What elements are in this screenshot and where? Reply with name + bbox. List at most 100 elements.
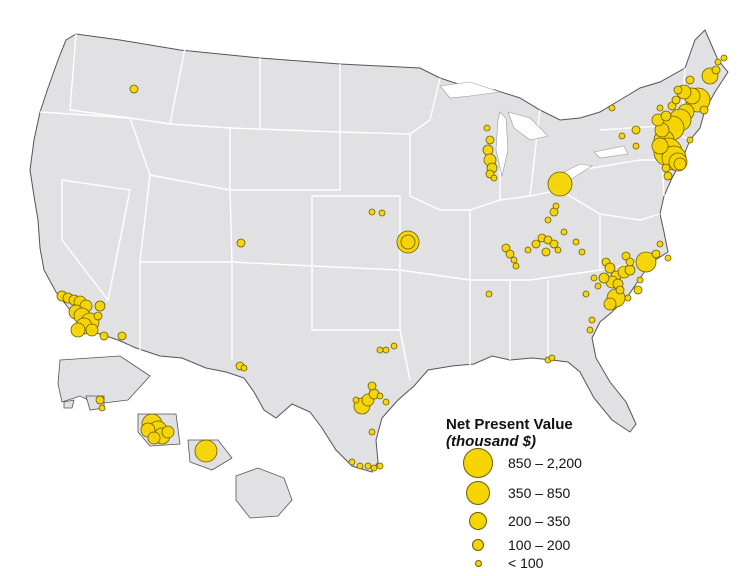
npv-marker	[368, 428, 376, 436]
npv-marker	[98, 404, 106, 412]
npv-marker	[714, 58, 722, 66]
npv-marker	[631, 125, 641, 135]
npv-marker	[625, 257, 635, 267]
npv-marker	[512, 262, 520, 270]
npv-marker	[490, 174, 498, 182]
npv-marker	[348, 458, 356, 466]
npv-marker	[390, 342, 398, 350]
npv-marker	[483, 124, 491, 132]
npv-marker	[590, 274, 598, 282]
npv-marker	[560, 228, 568, 236]
npv-marker	[240, 364, 248, 372]
legend-swatch	[472, 539, 484, 551]
npv-marker	[603, 297, 617, 311]
npv-marker	[673, 157, 687, 171]
npv-marker	[400, 234, 416, 250]
npv-marker	[549, 239, 559, 249]
npv-marker	[685, 75, 695, 85]
npv-marker	[485, 135, 495, 145]
npv-marker	[636, 276, 644, 284]
npv-marker	[699, 105, 709, 115]
npv-marker	[656, 104, 664, 112]
legend-swatch	[474, 559, 482, 567]
legend-subtitle: (thousand $)	[446, 433, 536, 450]
npv-marker	[656, 240, 664, 248]
legend-swatch	[466, 481, 490, 505]
npv-marker	[505, 249, 515, 259]
npv-marker	[531, 239, 541, 249]
npv-marker	[99, 331, 109, 341]
npv-marker	[378, 209, 386, 217]
npv-marker	[624, 294, 632, 302]
legend: Net Present Value (thousand $) 850 – 2,2…	[446, 416, 636, 571]
npv-marker	[236, 238, 246, 248]
legend-title: Net Present Value	[446, 416, 573, 433]
npv-marker	[582, 290, 590, 298]
npv-marker	[352, 396, 360, 404]
npv-marker	[85, 323, 99, 337]
legend-swatch	[463, 448, 493, 478]
npv-marker	[598, 272, 610, 284]
npv-marker	[720, 54, 728, 62]
npv-marker	[632, 142, 640, 150]
npv-marker	[524, 246, 532, 254]
npv-marker	[554, 246, 562, 254]
npv-marker	[621, 251, 631, 261]
npv-marker	[586, 326, 594, 334]
legend-label: 850 – 2,200	[508, 455, 582, 471]
npv-marker	[544, 216, 552, 224]
npv-marker	[70, 322, 86, 338]
contiguous-us-landmass	[29, 29, 729, 473]
npv-marker	[604, 262, 616, 274]
npv-marker	[673, 85, 683, 95]
npv-marker	[664, 254, 672, 262]
npv-marker	[671, 95, 681, 105]
npv-marker	[382, 398, 390, 406]
npv-marker	[552, 202, 560, 210]
legend-swatch	[469, 512, 487, 530]
npv-marker	[547, 171, 573, 197]
npv-marker	[660, 110, 672, 122]
npv-marker	[667, 101, 677, 111]
npv-marker	[376, 346, 384, 354]
legend-label: < 100	[508, 555, 544, 571]
npv-marker	[618, 132, 626, 140]
npv-marker	[572, 238, 580, 246]
npv-marker	[686, 136, 694, 144]
npv-marker	[501, 243, 511, 253]
npv-marker	[588, 316, 596, 324]
npv-marker	[663, 171, 673, 181]
npv-marker	[633, 285, 643, 295]
npv-marker	[635, 251, 657, 273]
npv-marker	[615, 285, 625, 295]
npv-marker	[711, 65, 721, 75]
npv-marker	[367, 381, 377, 391]
legend-label: 200 – 350	[508, 513, 571, 529]
npv-marker	[94, 300, 106, 312]
npv-marker	[608, 104, 616, 112]
npv-marker	[95, 395, 105, 405]
npv-marker	[368, 208, 376, 216]
npv-marker	[651, 249, 661, 259]
npv-marker	[364, 462, 372, 470]
npv-marker	[117, 331, 127, 341]
npv-marker	[485, 290, 493, 298]
npv-marker	[382, 346, 390, 354]
npv-marker	[651, 137, 669, 155]
npv-marker	[376, 392, 384, 400]
npv-marker	[161, 425, 175, 439]
npv-marker	[543, 235, 553, 245]
npv-marker	[482, 144, 494, 156]
npv-marker	[356, 462, 364, 470]
npv-marker	[661, 163, 671, 173]
npv-marker	[578, 248, 586, 256]
npv-marker	[594, 282, 602, 290]
legend-label: 350 – 850	[508, 485, 571, 501]
npv-marker	[541, 247, 551, 257]
npv-markers	[56, 54, 728, 472]
npv-marker	[370, 464, 378, 472]
npv-marker	[376, 462, 384, 470]
npv-marker	[510, 256, 518, 264]
npv-marker	[93, 311, 103, 321]
